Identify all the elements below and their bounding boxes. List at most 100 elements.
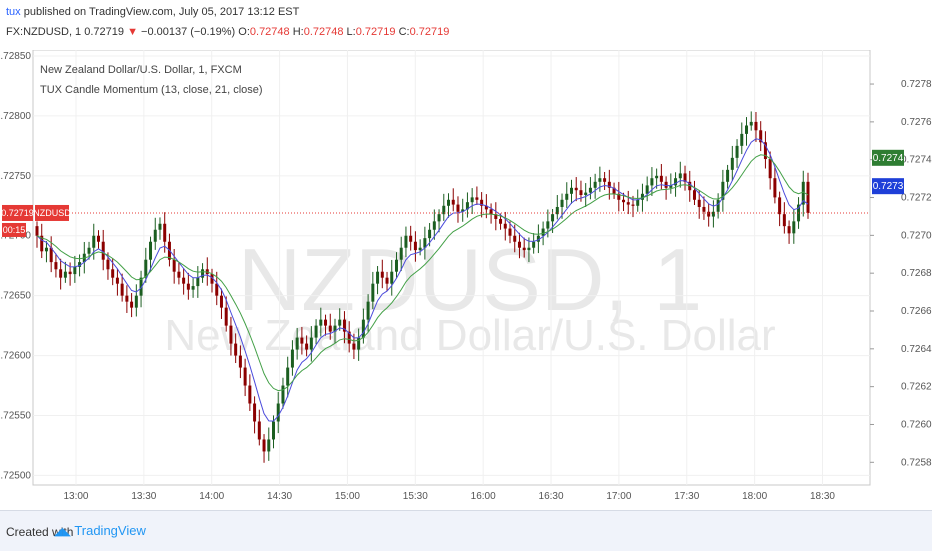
right-tick-label: 0.7272 (901, 193, 932, 204)
candle-body (598, 178, 602, 182)
candle-body (622, 199, 626, 203)
candle-body (569, 187, 573, 194)
candle-body (447, 199, 451, 206)
slow-ma-line (36, 154, 809, 392)
candle-body (513, 235, 517, 242)
candle-body (470, 197, 474, 203)
left-tick-label: 0.72850 (0, 51, 31, 62)
candle-body (730, 157, 734, 170)
candle-body (376, 271, 380, 284)
candle-body (806, 181, 810, 213)
candle-body (63, 271, 67, 278)
candle-body (49, 247, 53, 263)
candle-body (78, 262, 82, 267)
left-tick-label: 0.72550 (0, 410, 31, 421)
candle-body (565, 193, 569, 200)
candle-body (215, 283, 219, 296)
candle-body (40, 235, 44, 252)
axis-badge-label: 0.7274 (873, 153, 904, 164)
candle-body (527, 247, 531, 251)
candle-body (735, 145, 739, 158)
price-chart[interactable]: NZDUSD, 1 New Zealand Dollar/U.S. Dollar… (0, 50, 932, 510)
candle-body (300, 337, 304, 344)
candle-body (617, 193, 621, 200)
candle-body (759, 130, 763, 143)
candle-body (588, 187, 592, 193)
author-link[interactable]: tux (6, 6, 21, 18)
high-value: 0.72748 (303, 26, 344, 38)
low-label: L: (346, 26, 356, 38)
plot-area (32, 50, 871, 486)
candle-body (678, 173, 682, 179)
candle-body (650, 178, 654, 186)
right-tick-label: 0.7260 (901, 419, 932, 430)
candle-body (352, 343, 356, 350)
candle-body (754, 121, 758, 131)
candle-body (96, 235, 100, 242)
right-tick-label: 0.7258 (901, 457, 932, 468)
open-value: 0.72748 (249, 26, 290, 38)
candle-body (683, 173, 687, 182)
candle-body (324, 319, 328, 326)
candle-body (669, 185, 673, 188)
candle-body (191, 286, 195, 290)
high-label: H: (292, 26, 304, 38)
candle-body (276, 403, 280, 422)
candle-body (763, 142, 767, 160)
change-text: −0.00137 (−0.19%) (141, 26, 236, 38)
candle-body (574, 187, 578, 191)
candle-body (768, 159, 772, 179)
candle-body (697, 199, 701, 207)
x-tick-label: 13:30 (131, 491, 156, 502)
candle-body (413, 241, 417, 251)
candle-body (404, 235, 408, 248)
candle-body (328, 325, 332, 332)
publish-text: published on TradingView.com, July 05, 2… (23, 6, 300, 18)
candle-body (428, 229, 432, 239)
x-tick-label: 15:00 (335, 491, 360, 502)
candle-body (253, 403, 257, 422)
candles (35, 111, 810, 463)
right-tick-label: 0.7268 (901, 268, 932, 279)
candle-body (305, 343, 309, 350)
candle-body (399, 247, 403, 260)
candle-body (120, 283, 124, 296)
candle-body (149, 241, 153, 260)
candle-body (172, 259, 176, 272)
x-tick-label: 17:30 (674, 491, 699, 502)
tradingview-brand[interactable]: ◢◣ TradingView (54, 523, 146, 538)
candle-body (645, 185, 649, 194)
candle-body (546, 221, 550, 229)
candle-body (631, 204, 635, 206)
x-tick-label: 18:30 (810, 491, 835, 502)
right-tick-label: 0.7264 (901, 344, 932, 355)
candle-body (778, 197, 782, 215)
created-with-text: Created with (6, 525, 74, 539)
candle-body (238, 355, 242, 368)
candle-body (68, 271, 72, 275)
publish-line: tux published on TradingView.com, July 0… (6, 6, 299, 18)
candle-body (234, 343, 238, 356)
candle-body (59, 269, 63, 278)
candle-body (773, 178, 777, 198)
watermark: NZDUSD, 1 New Zealand Dollar/U.S. Dollar (164, 230, 775, 360)
candle-body (726, 169, 730, 182)
close-label: C: (398, 26, 410, 38)
candle-body (210, 274, 214, 284)
fast-ma-line (36, 138, 809, 422)
candle-body (186, 283, 190, 290)
candle-body (201, 269, 205, 278)
axis-badge-box (872, 178, 904, 195)
candle-body (418, 247, 422, 251)
candle-body (508, 228, 512, 236)
candle-body (309, 337, 313, 350)
candle-body (229, 325, 233, 344)
candle-body (555, 206, 559, 215)
x-tick-label: 14:00 (199, 491, 224, 502)
candle-body (607, 181, 611, 188)
countdown-box (2, 222, 26, 237)
right-tick-label: 0.7276 (901, 117, 932, 128)
candle-body (655, 175, 659, 179)
candle-body (295, 337, 299, 350)
x-tick-label: 17:00 (606, 491, 631, 502)
